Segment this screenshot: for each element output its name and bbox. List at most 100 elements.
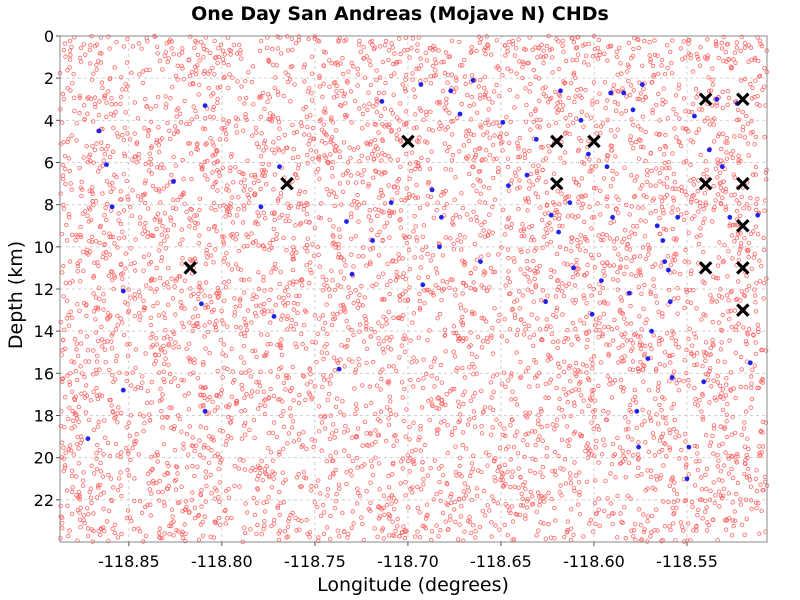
background-point [221, 241, 227, 246]
background-point [309, 397, 314, 402]
background-point [557, 365, 562, 370]
background-point [546, 395, 551, 401]
background-point [87, 188, 92, 193]
background-point [527, 186, 532, 191]
background-point [638, 186, 643, 191]
background-point [570, 388, 575, 394]
background-point [411, 311, 416, 316]
background-point [531, 343, 536, 348]
background-point [508, 68, 514, 74]
background-point [277, 366, 282, 372]
background-point [223, 521, 228, 526]
background-point [562, 160, 567, 165]
background-point [342, 430, 347, 435]
background-point [165, 227, 171, 233]
background-point [232, 483, 237, 489]
background-point [753, 500, 759, 505]
background-point [700, 415, 705, 420]
background-point [145, 234, 150, 239]
background-point [595, 45, 600, 50]
background-point [167, 128, 172, 133]
background-point [321, 63, 326, 68]
background-point [538, 520, 543, 525]
background-point [552, 427, 557, 432]
background-point [424, 58, 430, 63]
background-point [670, 38, 675, 43]
grid [60, 35, 767, 542]
background-point [271, 476, 276, 481]
background-point [739, 34, 745, 40]
background-point [669, 335, 675, 341]
background-point [321, 356, 326, 362]
background-point [136, 289, 142, 295]
background-point [605, 203, 610, 209]
background-point [389, 493, 395, 498]
background-point [541, 60, 546, 66]
background-point [277, 452, 282, 457]
background-point [569, 239, 574, 245]
background-point [109, 403, 114, 408]
background-point [485, 233, 490, 238]
background-point [483, 45, 488, 51]
background-point [105, 311, 111, 316]
background-point [70, 485, 75, 490]
background-point [280, 313, 285, 318]
background-point [445, 125, 450, 130]
background-point [611, 239, 617, 244]
background-point [69, 468, 75, 473]
background-point [78, 364, 83, 369]
background-point [132, 268, 138, 273]
background-point [63, 450, 68, 455]
background-point [742, 41, 748, 46]
background-point [525, 505, 530, 510]
background-point [179, 288, 184, 294]
background-point [109, 333, 114, 338]
background-point [673, 338, 679, 343]
background-point [733, 60, 738, 65]
background-point [498, 135, 503, 140]
background-point [686, 472, 691, 477]
background-point [116, 236, 122, 241]
background-point [381, 271, 386, 276]
background-point [193, 108, 198, 114]
background-point [179, 484, 184, 489]
background-point [166, 362, 171, 368]
background-point [694, 351, 700, 356]
background-point [63, 54, 68, 59]
background-point [699, 487, 704, 492]
background-point [126, 420, 132, 425]
background-point [631, 224, 636, 229]
background-point [140, 380, 145, 385]
background-point [493, 523, 498, 528]
background-point [214, 149, 220, 154]
background-point [293, 223, 298, 228]
background-point [388, 347, 394, 352]
background-point [757, 74, 762, 79]
background-point [80, 483, 86, 488]
background-point [549, 496, 554, 502]
background-point [543, 179, 548, 185]
background-point [268, 341, 273, 347]
background-point [86, 252, 91, 257]
background-point [216, 467, 221, 472]
background-point [206, 226, 211, 232]
background-point [208, 136, 213, 141]
background-point [491, 389, 496, 395]
background-point [394, 190, 400, 195]
background-point [102, 93, 107, 98]
background-point [485, 288, 490, 293]
background-point [368, 142, 373, 147]
background-point [656, 309, 661, 315]
background-point [576, 182, 582, 188]
background-point [257, 48, 263, 54]
background-point [485, 503, 490, 508]
background-point [407, 455, 413, 461]
background-point [567, 363, 572, 369]
background-point [498, 141, 504, 146]
background-point [700, 364, 705, 369]
background-point [614, 108, 619, 113]
background-point [189, 69, 195, 75]
background-point [679, 184, 684, 190]
background-point [458, 514, 463, 519]
